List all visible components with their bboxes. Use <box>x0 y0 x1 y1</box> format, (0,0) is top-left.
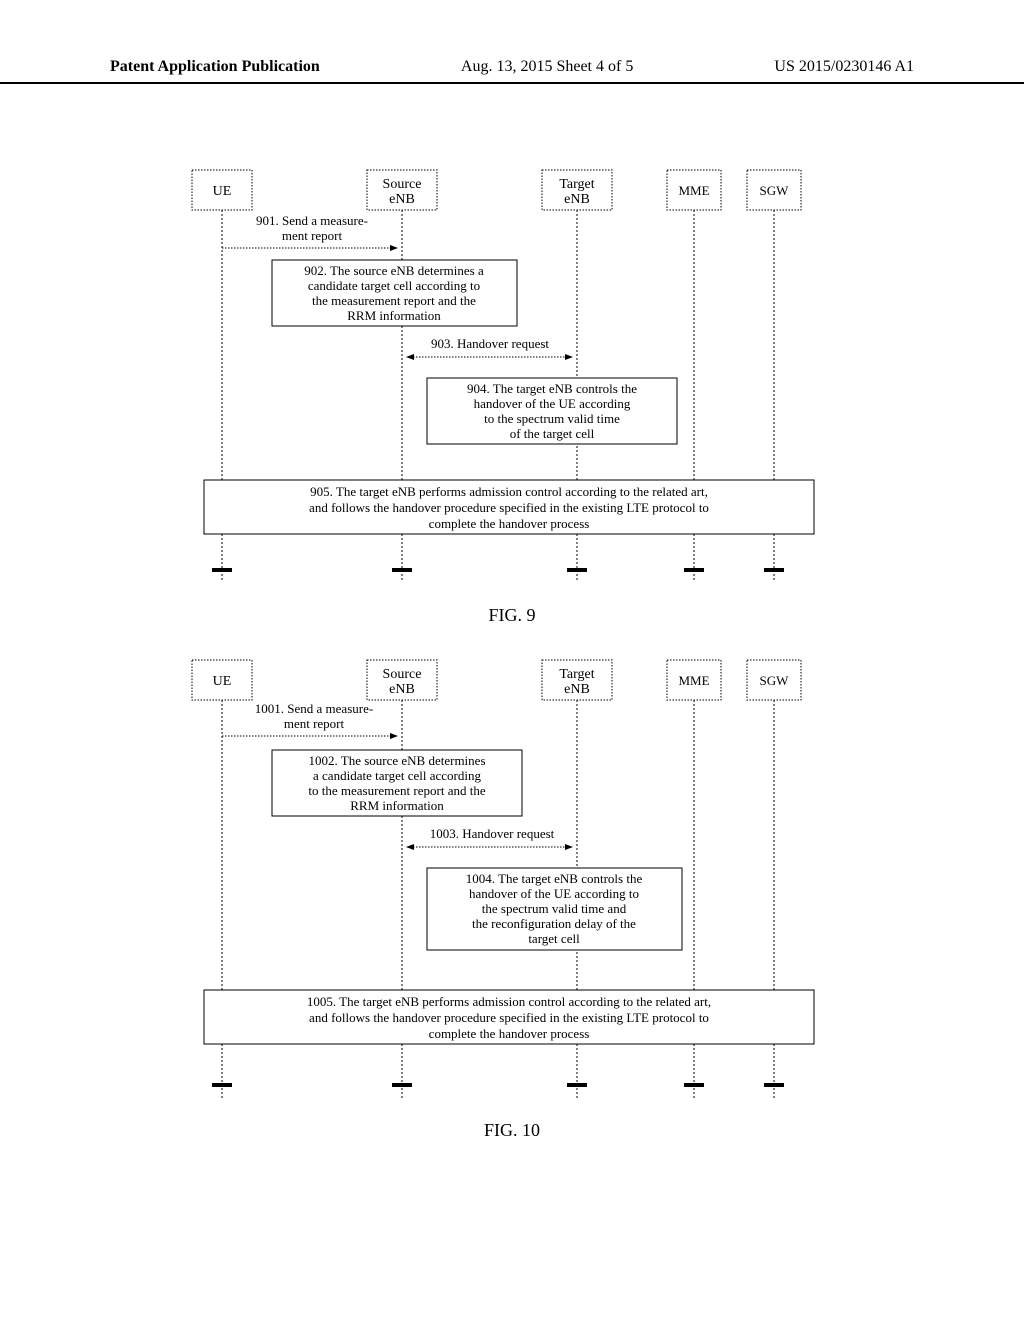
actor-sgw: SGW <box>747 170 801 210</box>
header-right: US 2015/0230146 A1 <box>774 58 914 76</box>
svg-text:MME: MME <box>678 183 709 198</box>
svg-text:eNB: eNB <box>564 192 590 207</box>
note-1002: 1002. The source eNB determines a candid… <box>272 750 522 816</box>
svg-text:UE: UE <box>213 184 232 199</box>
svg-text:1002. The source eNB determine: 1002. The source eNB determines <box>308 753 485 768</box>
msg-1001-l2: ment report <box>284 716 345 731</box>
svg-text:1005. The target eNB performs: 1005. The target eNB performs admission … <box>307 994 711 1009</box>
svg-text:902. The source eNB determines: 902. The source eNB determines a <box>304 263 484 278</box>
actor-target-enb: Target eNB <box>542 660 612 700</box>
header-center: Aug. 13, 2015 Sheet 4 of 5 <box>461 58 633 76</box>
svg-text:RRM information: RRM information <box>350 798 444 813</box>
fig10-caption: FIG. 10 <box>0 1120 1024 1141</box>
actor-target-enb: Target eNB <box>542 170 612 210</box>
msg-1003: 1003. Handover request <box>430 826 555 841</box>
svg-text:handover of the UE according t: handover of the UE according to <box>469 886 639 901</box>
fig9-caption: FIG. 9 <box>0 605 1024 626</box>
svg-text:Source: Source <box>383 667 422 682</box>
svg-text:a candidate target cell accord: a candidate target cell according <box>313 768 481 783</box>
svg-text:handover of the UE according: handover of the UE according <box>474 396 631 411</box>
actor-mme: MME <box>667 170 721 210</box>
actor-sgw: SGW <box>747 660 801 700</box>
svg-text:to the spectrum valid time: to the spectrum valid time <box>484 411 620 426</box>
svg-text:Source: Source <box>383 177 422 192</box>
page-header: Patent Application Publication Aug. 13, … <box>0 58 1024 84</box>
actor-ue: UE <box>192 170 252 210</box>
svg-text:complete the handover process: complete the handover process <box>429 516 590 531</box>
actor-source-enb: Source eNB <box>367 660 437 700</box>
svg-text:of the target cell: of the target cell <box>510 426 595 441</box>
actor-ue: UE <box>192 660 252 700</box>
figure-9: UE Source eNB Target eNB MME SGW 901. Se… <box>172 160 852 600</box>
svg-text:904. The target eNB controls t: 904. The target eNB controls the <box>467 381 637 396</box>
svg-text:target cell: target cell <box>528 931 580 946</box>
actor-source-enb: Source eNB <box>367 170 437 210</box>
actor-mme: MME <box>667 660 721 700</box>
msg-903: 903. Handover request <box>431 336 549 351</box>
svg-text:and follows the handover proce: and follows the handover procedure speci… <box>309 500 709 515</box>
svg-text:RRM information: RRM information <box>347 308 441 323</box>
svg-text:SGW: SGW <box>760 673 790 688</box>
svg-text:the measurement report and the: the measurement report and the <box>312 293 476 308</box>
svg-text:candidate target cell accordin: candidate target cell according to <box>308 278 480 293</box>
svg-text:eNB: eNB <box>389 682 415 697</box>
figure-10: UE Source eNB Target eNB MME SGW 1001. S… <box>172 650 852 1120</box>
svg-text:the reconfiguration delay of t: the reconfiguration delay of the <box>472 916 636 931</box>
svg-text:Target: Target <box>559 667 594 682</box>
svg-text:1004. The target eNB controls: 1004. The target eNB controls the <box>466 871 643 886</box>
note-1005: 1005. The target eNB performs admission … <box>204 990 814 1044</box>
note-902: 902. The source eNB determines a candida… <box>272 260 517 326</box>
svg-text:the spectrum valid time and: the spectrum valid time and <box>482 901 627 916</box>
msg-1001-l1: 1001. Send a measure- <box>255 701 373 716</box>
svg-text:and follows the handover proce: and follows the handover procedure speci… <box>309 1010 709 1025</box>
note-1004: 1004. The target eNB controls the handov… <box>427 868 682 950</box>
svg-text:Target: Target <box>559 177 594 192</box>
note-905: 905. The target eNB performs admission c… <box>204 480 814 534</box>
msg-901-l1: 901. Send a measure- <box>256 213 368 228</box>
msg-901-l2: ment report <box>282 228 343 243</box>
fig9-svg: UE Source eNB Target eNB MME SGW 901. Se… <box>172 160 852 600</box>
header-left: Patent Application Publication <box>110 58 320 76</box>
svg-text:905. The target eNB performs a: 905. The target eNB performs admission c… <box>310 484 708 499</box>
svg-text:UE: UE <box>213 674 232 689</box>
fig10-svg: UE Source eNB Target eNB MME SGW 1001. S… <box>172 650 852 1120</box>
svg-text:MME: MME <box>678 673 709 688</box>
svg-text:eNB: eNB <box>389 192 415 207</box>
svg-text:eNB: eNB <box>564 682 590 697</box>
svg-text:complete the handover process: complete the handover process <box>429 1026 590 1041</box>
svg-text:SGW: SGW <box>760 183 790 198</box>
svg-text:to the measurement report and: to the measurement report and the <box>308 783 485 798</box>
note-904: 904. The target eNB controls the handove… <box>427 378 677 444</box>
